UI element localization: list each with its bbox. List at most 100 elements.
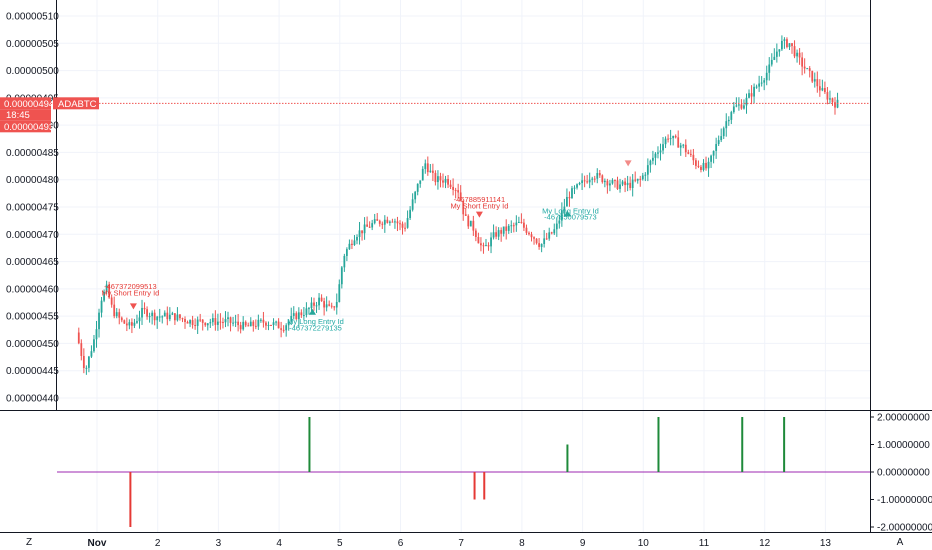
candle-body (100, 300, 103, 313)
candle-body (798, 52, 801, 58)
candle-body (578, 183, 581, 185)
candle-body (606, 180, 609, 186)
indicator-tick-label: -1.00000000 (877, 495, 932, 506)
candle-body (146, 309, 148, 317)
candle-body (173, 313, 176, 321)
countdown-tag (0, 109, 51, 121)
candle-body (363, 224, 366, 234)
candle-body (492, 232, 495, 238)
candle-body (320, 297, 323, 302)
candle-body (467, 215, 470, 227)
candle-body (679, 145, 682, 148)
candle-body (510, 225, 513, 227)
candle-body (242, 321, 245, 330)
candle-body (234, 321, 237, 323)
candle-body (118, 312, 121, 318)
candle-body (502, 226, 505, 234)
time-axis[interactable]: Nov 2 3 4 5 6 7 8 9 10 11 12 13 (88, 538, 832, 549)
candle-body (644, 174, 647, 176)
candle-body (727, 119, 730, 122)
candle-body (462, 200, 465, 215)
candle-body (629, 182, 632, 188)
auto-scale-button[interactable]: A (897, 537, 904, 548)
candle-body (760, 82, 763, 84)
candle-body (687, 152, 690, 154)
price-tick-label: 0.00000445 (6, 366, 59, 377)
secondary-price-tag (0, 120, 51, 133)
candle-body (356, 236, 358, 241)
candle-body (826, 92, 829, 100)
indicator-axis[interactable]: 2.00000000 1.00000000 0.00000000 -1.0000000… (870, 413, 932, 534)
secondary-price-label: 0.00000493 (4, 122, 54, 133)
candle-body (318, 297, 320, 306)
candle-body (98, 312, 100, 330)
candle-body (404, 227, 406, 229)
candle-body (591, 178, 594, 180)
candle-body (184, 318, 186, 322)
candle-body (123, 320, 126, 324)
candle-body (308, 308, 310, 310)
candle-body (712, 150, 715, 156)
candle-body (583, 180, 586, 182)
candle-body (735, 105, 738, 107)
candle-body (249, 321, 252, 327)
candle-body (553, 229, 556, 234)
candle-body (669, 138, 672, 140)
candle-body (115, 312, 118, 317)
candle-body (626, 182, 629, 186)
price-axis[interactable]: 0.00000440 0.00000445 0.00000450 0.00000455… (6, 12, 59, 405)
zoom-button[interactable]: Z (26, 537, 32, 548)
trade-markers (129, 160, 632, 315)
candle-body (351, 243, 353, 246)
candle-body (586, 181, 589, 183)
candle-body (168, 314, 171, 320)
candle-body (151, 312, 154, 317)
time-tick-label: 13 (820, 538, 832, 549)
candle-body (275, 321, 277, 323)
candle-body (710, 155, 712, 162)
candle-body (786, 39, 788, 48)
candle-body (110, 297, 113, 305)
indicator-histogram (57, 417, 870, 527)
candle-body (808, 68, 811, 71)
candle-body (262, 319, 265, 323)
candle-body (416, 183, 419, 192)
price-tick-label: 0.00000455 (6, 312, 59, 323)
candle-body (517, 221, 520, 223)
candle-body (128, 322, 131, 326)
price-tick-label: 0.00000470 (6, 230, 59, 241)
candle-body (229, 317, 232, 323)
candle-body (421, 168, 424, 181)
candle-body (179, 314, 181, 319)
candle-body (619, 184, 621, 189)
candle-body (788, 43, 791, 48)
candle-body (338, 284, 341, 303)
candle-body (801, 57, 804, 67)
candle-body (474, 230, 477, 238)
candle-body (442, 180, 444, 183)
candle-body (674, 135, 677, 138)
candle-body (348, 243, 351, 250)
candle-body (449, 184, 452, 187)
candle-body (639, 178, 642, 180)
candle-body (323, 301, 326, 308)
candle-body (834, 102, 836, 108)
candle-body (77, 332, 80, 344)
candle-body (596, 173, 599, 179)
candle-body (444, 178, 447, 183)
candle-body (125, 323, 128, 326)
candle-body (214, 318, 217, 325)
candle-body (136, 321, 138, 323)
candle-body (543, 238, 546, 245)
candle-body (662, 144, 664, 151)
price-tick-label: 0.00000450 (6, 339, 59, 350)
candle-body (525, 227, 528, 233)
candle-body (813, 79, 816, 82)
candle-body (82, 355, 85, 369)
price-tick-label: 0.00000510 (6, 12, 59, 23)
candle-body (480, 243, 482, 246)
price-tick-label: 0.00000505 (6, 39, 59, 50)
candle-body (161, 316, 164, 318)
candle-body (310, 302, 313, 309)
